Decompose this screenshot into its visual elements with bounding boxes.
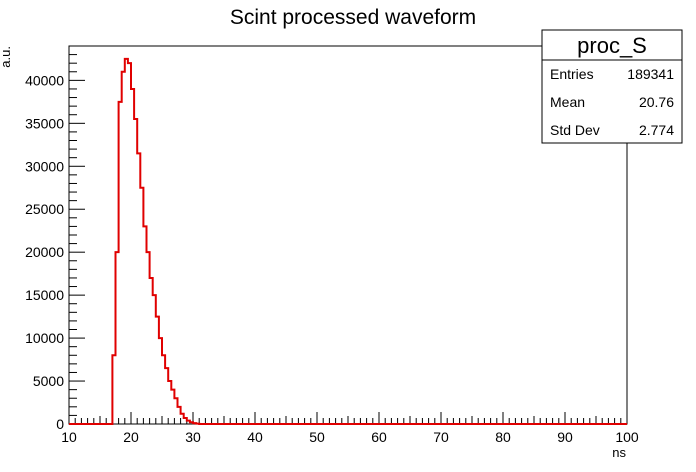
stats-box: proc_S Entries 189341 Mean 20.76 Std Dev… (541, 29, 683, 144)
stats-mean-label: Mean (550, 94, 585, 110)
stats-mean-value: 20.76 (639, 94, 674, 110)
y-tick-label: 0 (56, 416, 64, 432)
y-axis: 0 5000 10000 15000 20000 25000 30000 35000 40000 (25, 45, 85, 432)
stats-entries-value: 189341 (627, 66, 674, 82)
y-tick-label: 20000 (25, 244, 64, 260)
x-tick-label: 60 (371, 429, 387, 445)
x-tick-label: 70 (433, 429, 449, 445)
y-tick-label: 40000 (25, 72, 64, 88)
x-axis-label: ns (612, 445, 626, 460)
x-tick-label: 50 (309, 429, 325, 445)
histogram-line (69, 57, 627, 425)
y-tick-label: 5000 (33, 373, 64, 389)
y-tick-label: 30000 (25, 158, 64, 174)
x-tick-label: 40 (247, 429, 263, 445)
stats-stddev-value: 2.774 (639, 122, 674, 138)
y-tick-label: 10000 (25, 330, 64, 346)
x-tick-label: 100 (615, 429, 639, 445)
stats-stddev-label: Std Dev (550, 122, 600, 138)
x-axis: 10 20 30 40 50 60 70 80 90 100 (61, 412, 639, 445)
stats-box-title: proc_S (577, 33, 647, 58)
stats-entries-label: Entries (550, 66, 594, 82)
x-tick-label: 80 (495, 429, 511, 445)
x-tick-label: 30 (185, 429, 201, 445)
chart-title: Scint processed waveform (230, 6, 476, 29)
y-tick-label: 35000 (25, 115, 64, 131)
y-tick-label: 25000 (25, 201, 64, 217)
x-tick-label: 10 (61, 429, 77, 445)
x-tick-label: 90 (557, 429, 573, 445)
x-tick-label: 20 (123, 429, 139, 445)
y-tick-label: 15000 (25, 287, 64, 303)
y-axis-label: a.u. (0, 46, 13, 68)
